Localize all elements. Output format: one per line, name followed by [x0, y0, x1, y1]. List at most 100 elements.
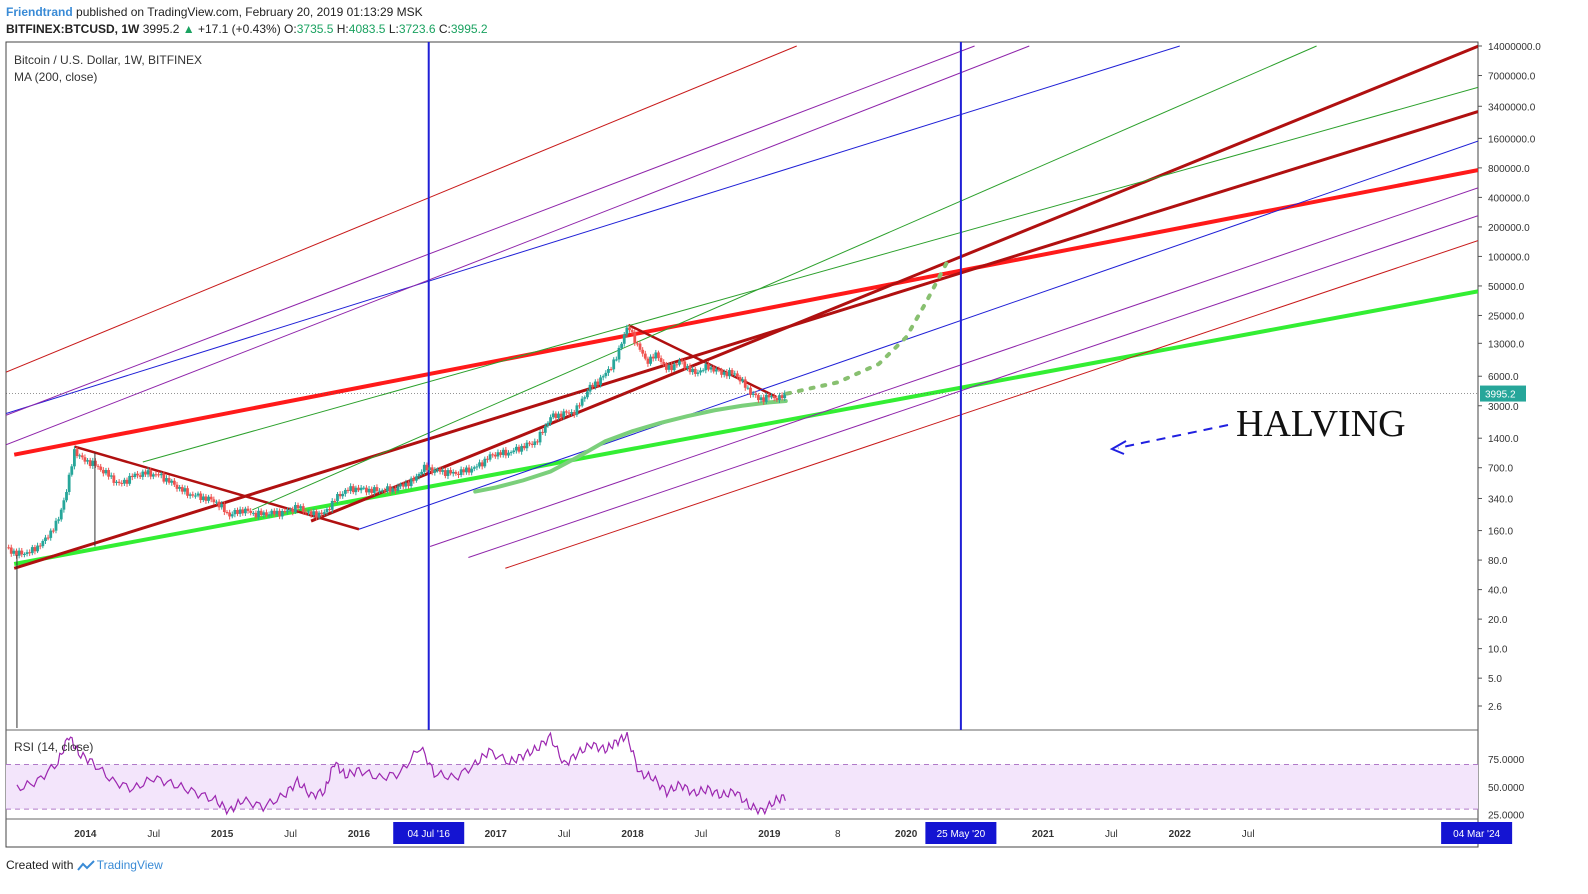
- candle-body: [635, 343, 639, 345]
- price-tick-label: 340.0: [1488, 494, 1513, 505]
- date-marker-badge: [925, 822, 997, 844]
- high-label: H:: [336, 22, 349, 36]
- candle-body: [762, 397, 766, 402]
- candle-body: [343, 489, 347, 494]
- candle-body: [254, 512, 258, 518]
- candle-body: [459, 469, 463, 476]
- author-link[interactable]: Friendtrand: [6, 5, 73, 19]
- candle-body: [633, 331, 637, 344]
- candle-body: [212, 499, 216, 503]
- footer-brand[interactable]: TradingView: [96, 858, 163, 872]
- candle-body: [365, 487, 368, 493]
- candle-body: [496, 452, 500, 457]
- candle-body: [246, 508, 250, 511]
- candle-body: [720, 369, 723, 375]
- candle-body: [75, 449, 79, 457]
- candle-body: [44, 537, 47, 541]
- candle-body: [199, 493, 203, 501]
- candle-body: [99, 466, 103, 470]
- candle-body: [462, 469, 466, 473]
- candle-body: [436, 469, 439, 471]
- candle-body: [380, 490, 384, 492]
- candle-body: [735, 373, 739, 377]
- time-tick-label: 2014: [74, 829, 97, 840]
- trend-line-red-resistance-thick: [13, 168, 1478, 457]
- candle-body: [549, 417, 552, 423]
- price-tick-label: 5.0: [1488, 674, 1502, 685]
- candle-body: [125, 479, 129, 484]
- rsi-tick-label: 25.0000: [1488, 811, 1525, 822]
- candle-body: [664, 363, 668, 370]
- candle-body: [230, 514, 234, 517]
- candle-body: [222, 504, 226, 513]
- time-tick-label: 2020: [895, 829, 918, 840]
- candle-body: [259, 510, 263, 516]
- candle-body: [693, 368, 697, 374]
- candle-body: [551, 413, 555, 418]
- date-marker-label: 04 Jul '16: [407, 829, 450, 840]
- candle-body: [54, 520, 58, 531]
- trend-line-purple-fan-4: [468, 215, 1478, 558]
- candle-body: [320, 512, 324, 514]
- candle-body: [57, 519, 61, 521]
- candle-body: [62, 500, 66, 510]
- price-tick-label: 50000.0: [1488, 282, 1525, 293]
- price-tick-label: 100000.0: [1488, 252, 1530, 263]
- time-tick-label: Jul: [284, 829, 297, 840]
- rsi-tick-label: 75.0000: [1488, 755, 1525, 766]
- candle-body: [383, 490, 387, 492]
- candle-body: [628, 327, 631, 331]
- candle-body: [651, 356, 655, 359]
- candle-body: [638, 343, 642, 350]
- candle-body: [685, 366, 689, 369]
- candle-body: [501, 449, 505, 455]
- candle-body: [378, 490, 381, 492]
- candle-body: [141, 471, 145, 477]
- ma-group: [473, 399, 788, 494]
- candle-body: [530, 443, 534, 445]
- price-tick-label: 400000.0: [1488, 193, 1530, 204]
- candle-body: [728, 370, 731, 377]
- time-axis[interactable]: 2014 Jul 2015 Jul 2016 Jul 2017 Jul 2018 Jul 2019 8…: [74, 822, 1513, 844]
- candle-body: [454, 471, 458, 474]
- legend-ma: MA (200, close): [14, 70, 97, 84]
- candle-body: [533, 441, 537, 445]
- candle-body: [409, 478, 413, 487]
- candle-body: [420, 471, 424, 475]
- candle-body: [133, 473, 137, 478]
- halving-arrow-line: [1117, 424, 1229, 449]
- candle-body: [375, 487, 379, 492]
- price-axis[interactable]: 14000000.0 7000000.0 3400000.0 1600000.0 800…: [1478, 42, 1541, 713]
- candle-body: [601, 376, 605, 378]
- candle-body: [120, 482, 124, 484]
- candle-body: [41, 540, 45, 547]
- candle-body: [433, 469, 437, 473]
- candle-body: [609, 368, 613, 370]
- candle-body: [293, 505, 297, 513]
- candle-body: [449, 470, 453, 474]
- price-tick-label: 800000.0: [1488, 164, 1530, 175]
- candle-body: [488, 454, 492, 460]
- candle-body: [104, 470, 108, 474]
- candle-body: [617, 347, 621, 360]
- candle-body: [604, 372, 608, 377]
- candle-body: [244, 508, 247, 514]
- candle-body: [704, 364, 708, 371]
- candle-body: [309, 511, 313, 516]
- halving-annotation: HALVING: [1236, 403, 1406, 445]
- candle-body: [283, 510, 287, 512]
- time-tick-label: 8: [835, 829, 841, 840]
- candle-body: [415, 476, 418, 481]
- candle-body: [620, 343, 624, 348]
- candle-body: [546, 422, 550, 426]
- price-tick-label: 40.0: [1488, 586, 1508, 597]
- candle-body: [404, 482, 408, 487]
- high-value: 4083.5: [348, 22, 386, 36]
- rsi-axis[interactable]: 75.0000 50.0000 25.0000: [1488, 755, 1525, 822]
- candle-body: [370, 488, 374, 493]
- candle-body: [509, 452, 513, 454]
- candle-body: [528, 442, 531, 444]
- candle-body: [422, 464, 426, 472]
- candle-body: [201, 496, 205, 501]
